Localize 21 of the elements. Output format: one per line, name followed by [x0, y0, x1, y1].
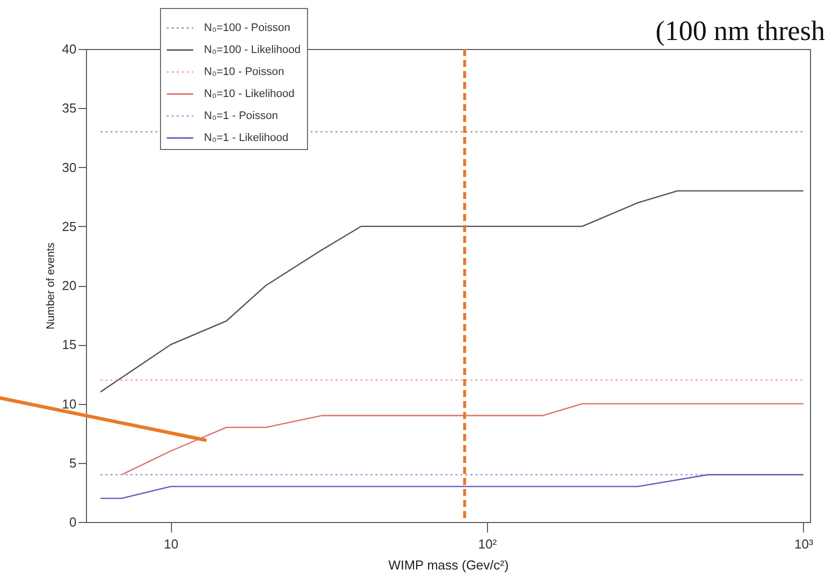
y-tick-label: 25 [62, 218, 76, 234]
y-tick-label: 0 [69, 514, 76, 530]
legend-label: N₀=1 - Poisson [204, 110, 278, 122]
x-tick-label: 10 [164, 536, 178, 552]
text: (100 nm thresh [655, 16, 825, 48]
y-tick-label: 40 [62, 42, 76, 56]
y-tick-label: 35 [62, 100, 76, 116]
y-tick-label: 10 [62, 396, 76, 412]
x-tick-label: 10² [478, 536, 498, 552]
legend-label: N₀=10 - Likelihood [204, 88, 294, 100]
legend-label: N₀=1 - Likelihood [204, 132, 288, 144]
legend-label: N₀=100 - Poisson [204, 22, 290, 34]
y-tick-label: 30 [62, 160, 76, 175]
y-tick-label: 5 [69, 455, 76, 470]
legend-label: N₀=100 - Likelihood [204, 44, 301, 56]
y-tick-label: 20 [62, 278, 76, 293]
x-tick-label: 10³ [794, 536, 814, 552]
legend-label: N₀=10 - Poisson [204, 66, 284, 78]
y-axis-title: Number of events [45, 242, 58, 330]
y-tick-label: 15 [62, 337, 76, 352]
x-axis-title: WIMP mass (Gev/c²) [388, 558, 509, 572]
